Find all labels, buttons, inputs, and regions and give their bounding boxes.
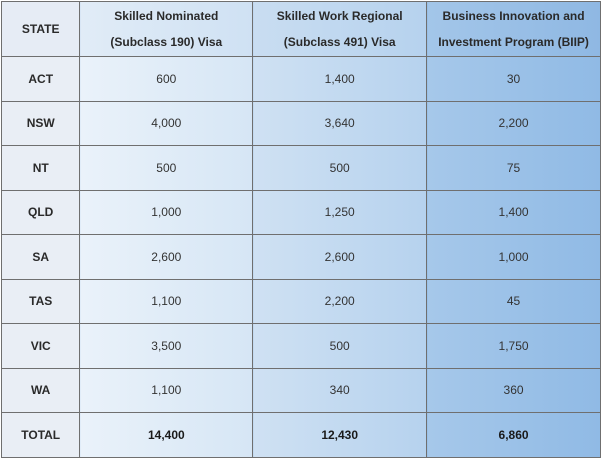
subclass-190-cell: 2,600 bbox=[79, 234, 254, 280]
table-row: WA 1,100 340 360 bbox=[0, 367, 601, 413]
subclass-190-cell: 600 bbox=[79, 56, 254, 102]
header-biip-line1: Business Innovation and bbox=[442, 9, 585, 23]
header-subclass-190: Skilled Nominated (Subclass 190) Visa bbox=[79, 1, 254, 57]
state-cell: TAS bbox=[0, 278, 81, 324]
total-row: TOTAL 14,400 12,430 6,860 bbox=[0, 412, 601, 458]
table-row: VIC 3,500 500 1,750 bbox=[0, 323, 601, 369]
header-biip: Business Innovation and Investment Progr… bbox=[426, 1, 601, 57]
header-subclass-190-line2: (Subclass 190) Visa bbox=[110, 35, 223, 49]
header-biip-line2: Investment Program (BIIP) bbox=[438, 35, 589, 49]
subclass-491-cell: 500 bbox=[252, 323, 428, 369]
state-cell: QLD bbox=[0, 189, 81, 235]
subclass-190-cell: 500 bbox=[79, 145, 254, 191]
state-cell: VIC bbox=[0, 323, 81, 369]
table-row: QLD 1,000 1,250 1,400 bbox=[0, 189, 601, 235]
biip-cell: 1,750 bbox=[426, 323, 601, 369]
subclass-190-cell: 4,000 bbox=[79, 100, 254, 146]
biip-cell: 75 bbox=[426, 145, 601, 191]
biip-cell: 45 bbox=[426, 278, 601, 324]
total-subclass-190: 14,400 bbox=[79, 412, 254, 458]
total-biip: 6,860 bbox=[426, 412, 601, 458]
subclass-190-cell: 1,100 bbox=[79, 367, 254, 413]
total-label: TOTAL bbox=[0, 412, 81, 458]
subclass-491-cell: 500 bbox=[252, 145, 428, 191]
header-subclass-190-line1: Skilled Nominated bbox=[114, 9, 219, 23]
biip-cell: 1,400 bbox=[426, 189, 601, 235]
subclass-491-cell: 1,400 bbox=[252, 56, 428, 102]
state-cell: SA bbox=[0, 234, 81, 280]
state-cell: WA bbox=[0, 367, 81, 413]
header-state: STATE bbox=[0, 1, 81, 57]
biip-cell: 30 bbox=[426, 56, 601, 102]
table-row: ACT 600 1,400 30 bbox=[0, 56, 601, 102]
subclass-491-cell: 340 bbox=[252, 367, 428, 413]
state-cell: ACT bbox=[0, 56, 81, 102]
subclass-491-cell: 1,250 bbox=[252, 189, 428, 235]
header-subclass-491-line1: Skilled Work Regional bbox=[276, 9, 403, 23]
header-subclass-491: Skilled Work Regional (Subclass 491) Vis… bbox=[252, 1, 428, 57]
subclass-491-cell: 2,200 bbox=[252, 278, 428, 324]
state-cell: NSW bbox=[0, 100, 81, 146]
header-subclass-491-line2: (Subclass 491) Visa bbox=[283, 35, 396, 49]
biip-cell: 360 bbox=[426, 367, 601, 413]
table-row: NT 500 500 75 bbox=[0, 145, 601, 191]
total-subclass-491: 12,430 bbox=[252, 412, 428, 458]
biip-cell: 1,000 bbox=[426, 234, 601, 280]
table-row: SA 2,600 2,600 1,000 bbox=[0, 234, 601, 280]
subclass-491-cell: 3,640 bbox=[252, 100, 428, 146]
subclass-491-cell: 2,600 bbox=[252, 234, 428, 280]
header-row: STATE Skilled Nominated (Subclass 190) V… bbox=[0, 1, 601, 57]
subclass-190-cell: 3,500 bbox=[79, 323, 254, 369]
biip-cell: 2,200 bbox=[426, 100, 601, 146]
table-row: TAS 1,100 2,200 45 bbox=[0, 278, 601, 324]
subclass-190-cell: 1,100 bbox=[79, 278, 254, 324]
table-row: NSW 4,000 3,640 2,200 bbox=[0, 100, 601, 146]
subclass-190-cell: 1,000 bbox=[79, 189, 254, 235]
state-cell: NT bbox=[0, 145, 81, 191]
